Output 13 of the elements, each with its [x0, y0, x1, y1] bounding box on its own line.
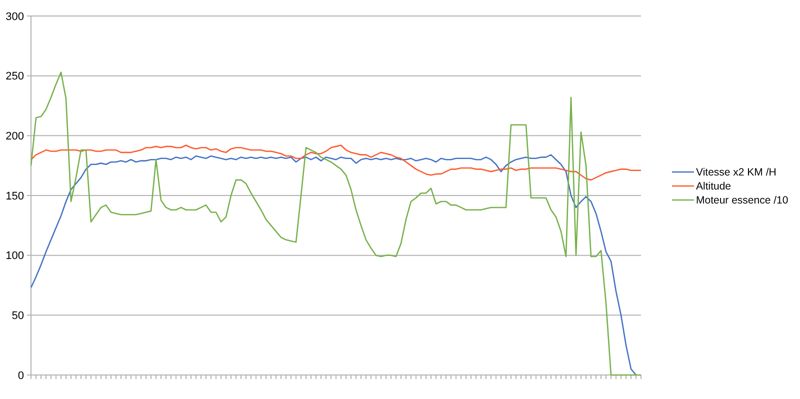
y-tick-label: 0 — [18, 370, 24, 382]
y-tick-label: 50 — [12, 310, 24, 322]
y-tick-label: 150 — [6, 190, 24, 202]
legend-label: Vitesse x2 KM /H — [696, 166, 776, 179]
line-series — [30, 154, 637, 376]
y-tick-label: 200 — [6, 130, 24, 143]
y-tick-label: 250 — [6, 70, 24, 83]
y-tick-label: 300 — [6, 10, 24, 23]
line-series — [30, 144, 642, 181]
line-series — [30, 72, 642, 376]
legend-label: Moteur essence /10 — [696, 194, 788, 207]
y-tick-label: 100 — [6, 250, 24, 262]
legend-label: Altitude — [696, 180, 732, 193]
